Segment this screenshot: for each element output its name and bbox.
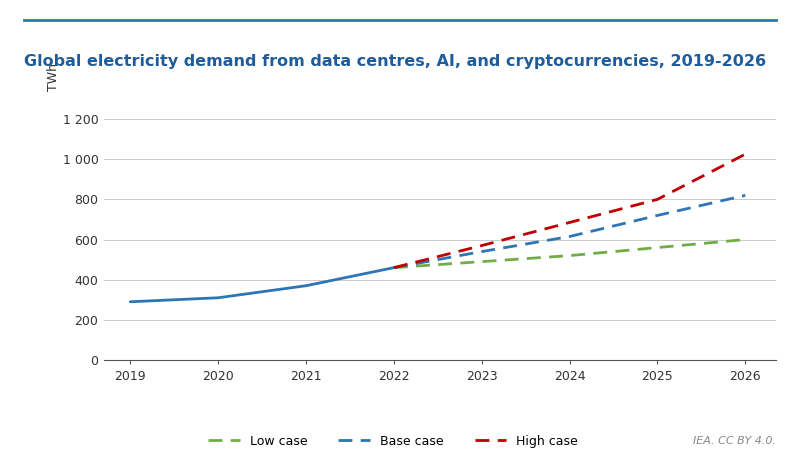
Text: Global electricity demand from data centres, AI, and cryptocurrencies, 2019-2026: Global electricity demand from data cent… [24,54,766,69]
Text: TWh: TWh [47,63,60,91]
Text: IEA. CC BY 4.0.: IEA. CC BY 4.0. [693,436,776,446]
Legend: Low case, Base case, High case: Low case, Base case, High case [203,430,582,450]
